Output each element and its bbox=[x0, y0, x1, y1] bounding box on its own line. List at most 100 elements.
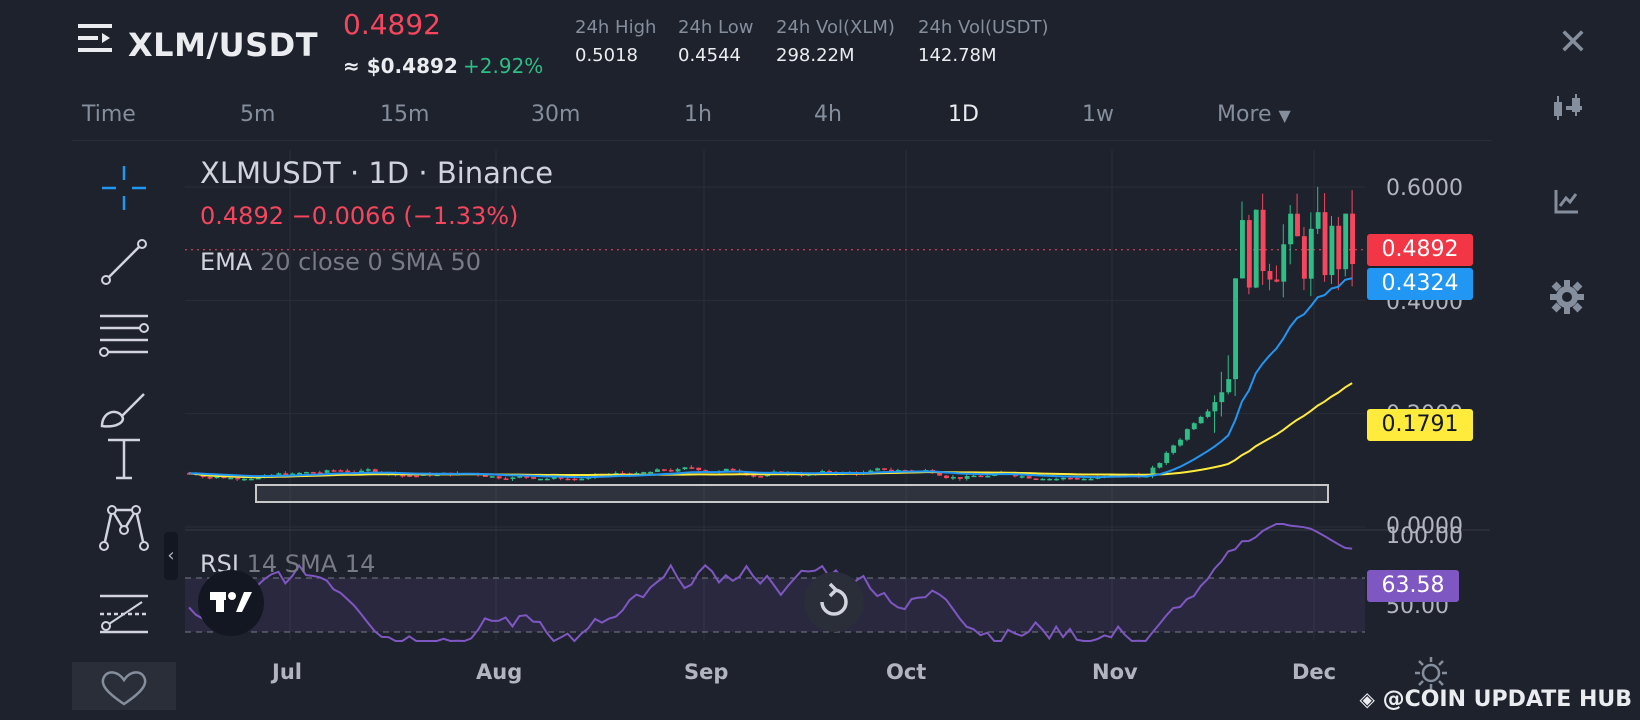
candle-body bbox=[1088, 478, 1094, 481]
y-tick-label: 0.0000 bbox=[1386, 514, 1463, 539]
tab-more-label: More bbox=[1217, 102, 1272, 127]
stat-label-high: 24h High bbox=[575, 17, 657, 38]
collapse-toolbar-button[interactable]: ‹ bbox=[164, 532, 178, 580]
candle-body bbox=[235, 477, 241, 480]
rsi-legend[interactable]: RSI 14 SMA 14 bbox=[200, 550, 375, 578]
indicator-icon[interactable] bbox=[1554, 188, 1580, 214]
watermark-text: @COIN UPDATE HUB bbox=[1382, 687, 1632, 712]
forecast-icon[interactable] bbox=[98, 590, 150, 638]
favorites-panel[interactable] bbox=[72, 662, 176, 710]
candle-body bbox=[1308, 228, 1314, 279]
tab-15m[interactable]: 15m bbox=[380, 102, 430, 127]
candle-body bbox=[964, 476, 970, 479]
candle-body bbox=[1343, 213, 1349, 270]
candle-body bbox=[503, 478, 509, 480]
binance-logo-icon: ◈ bbox=[1359, 687, 1375, 711]
candle-body bbox=[882, 468, 887, 470]
candle-body bbox=[524, 476, 530, 478]
sma-price-tag: 0.1791 bbox=[1367, 409, 1473, 441]
candle-body bbox=[758, 476, 764, 478]
tab-1w[interactable]: 1w bbox=[1082, 102, 1114, 127]
candle-body bbox=[723, 468, 729, 472]
candle-body bbox=[331, 470, 337, 472]
candle-body bbox=[1281, 244, 1287, 282]
candle-body bbox=[985, 475, 991, 478]
rsi-legend-params: 14 SMA 14 bbox=[246, 550, 376, 578]
candle-body bbox=[510, 477, 516, 479]
tabs-divider bbox=[72, 140, 1492, 141]
candle-body bbox=[1260, 209, 1266, 272]
candle-body bbox=[1081, 478, 1087, 481]
candle-body bbox=[248, 478, 254, 481]
tab-4h[interactable]: 4h bbox=[814, 102, 842, 127]
reset-chart-button[interactable] bbox=[804, 572, 864, 632]
candle-body bbox=[1184, 429, 1190, 440]
candle-body bbox=[1219, 392, 1225, 403]
stat-label-low: 24h Low bbox=[678, 17, 754, 38]
candle-body bbox=[531, 477, 536, 479]
x-tick-label: Sep bbox=[684, 660, 729, 684]
rsi-value-tag: 63.58 bbox=[1367, 570, 1459, 602]
candlestick-icon[interactable] bbox=[1552, 94, 1584, 122]
tradingview-logo[interactable] bbox=[198, 570, 264, 636]
candle-body bbox=[276, 473, 282, 475]
tab-5m[interactable]: 5m bbox=[240, 102, 276, 127]
candle-body bbox=[875, 468, 881, 471]
candle-body bbox=[482, 474, 488, 477]
candle-body bbox=[297, 472, 302, 475]
candle-body bbox=[1150, 467, 1156, 477]
candle-body bbox=[868, 470, 874, 473]
tab-30m[interactable]: 30m bbox=[531, 102, 581, 127]
tab-1h[interactable]: 1h bbox=[684, 102, 712, 127]
text-icon[interactable] bbox=[104, 436, 144, 482]
candle-body bbox=[1315, 212, 1321, 229]
candle-body bbox=[668, 469, 674, 472]
crosshair-icon[interactable] bbox=[100, 164, 148, 212]
last-price-tag: 0.4892 bbox=[1367, 234, 1473, 266]
candle-body bbox=[1322, 212, 1328, 276]
watermark: ◈ @COIN UPDATE HUB bbox=[1360, 687, 1632, 712]
candle-body bbox=[538, 478, 543, 481]
candle-body bbox=[1267, 271, 1273, 280]
gear-icon[interactable] bbox=[1550, 280, 1584, 314]
price-change: +2.92% bbox=[463, 54, 544, 78]
menu-icon[interactable] bbox=[78, 24, 114, 54]
tab-1d[interactable]: 1D bbox=[948, 102, 979, 127]
candle-body bbox=[228, 477, 234, 480]
candle-body bbox=[1040, 478, 1046, 481]
stat-value-low: 0.4544 bbox=[678, 45, 741, 66]
legend-change: −0.0066 (−1.33%) bbox=[291, 202, 519, 230]
candle-body bbox=[641, 472, 647, 474]
sma-line bbox=[188, 382, 1353, 479]
candle-body bbox=[345, 470, 351, 473]
candle-body bbox=[827, 470, 832, 473]
candle-body bbox=[1157, 463, 1163, 468]
candle-body bbox=[221, 476, 227, 479]
candle-body bbox=[1033, 478, 1039, 480]
pair-title[interactable]: XLM/USDT bbox=[128, 26, 319, 64]
x-tick-label: Dec bbox=[1292, 660, 1337, 684]
stat-value-high: 0.5018 bbox=[575, 45, 638, 66]
candle-body bbox=[696, 467, 702, 471]
brush-icon[interactable] bbox=[98, 386, 150, 434]
trend-line-icon[interactable] bbox=[100, 238, 148, 286]
fib-lines-icon[interactable] bbox=[98, 310, 150, 358]
reset-icon bbox=[820, 582, 848, 616]
stat-label-vol-usdt: 24h Vol(USDT) bbox=[918, 17, 1049, 38]
chart-symbol-legend: XLMUSDT · 1D · Binance bbox=[200, 156, 554, 190]
candle-body bbox=[944, 475, 949, 478]
tab-time[interactable]: Time bbox=[82, 102, 136, 127]
ema-legend[interactable]: EMA 20 close 0 SMA 50 bbox=[200, 248, 481, 276]
candle-body bbox=[1301, 236, 1307, 279]
candle-body bbox=[661, 469, 667, 471]
candle-body bbox=[572, 478, 578, 481]
tab-more[interactable]: More ▼ bbox=[1217, 102, 1291, 127]
candle-body bbox=[1295, 213, 1300, 237]
candle-body bbox=[1191, 423, 1197, 430]
candle-body bbox=[703, 470, 709, 472]
pattern-icon[interactable] bbox=[98, 504, 150, 552]
close-icon[interactable]: ✕ bbox=[1557, 22, 1588, 63]
brightness-icon[interactable] bbox=[1414, 656, 1448, 690]
stat-label-vol-xlm: 24h Vol(XLM) bbox=[776, 17, 895, 38]
